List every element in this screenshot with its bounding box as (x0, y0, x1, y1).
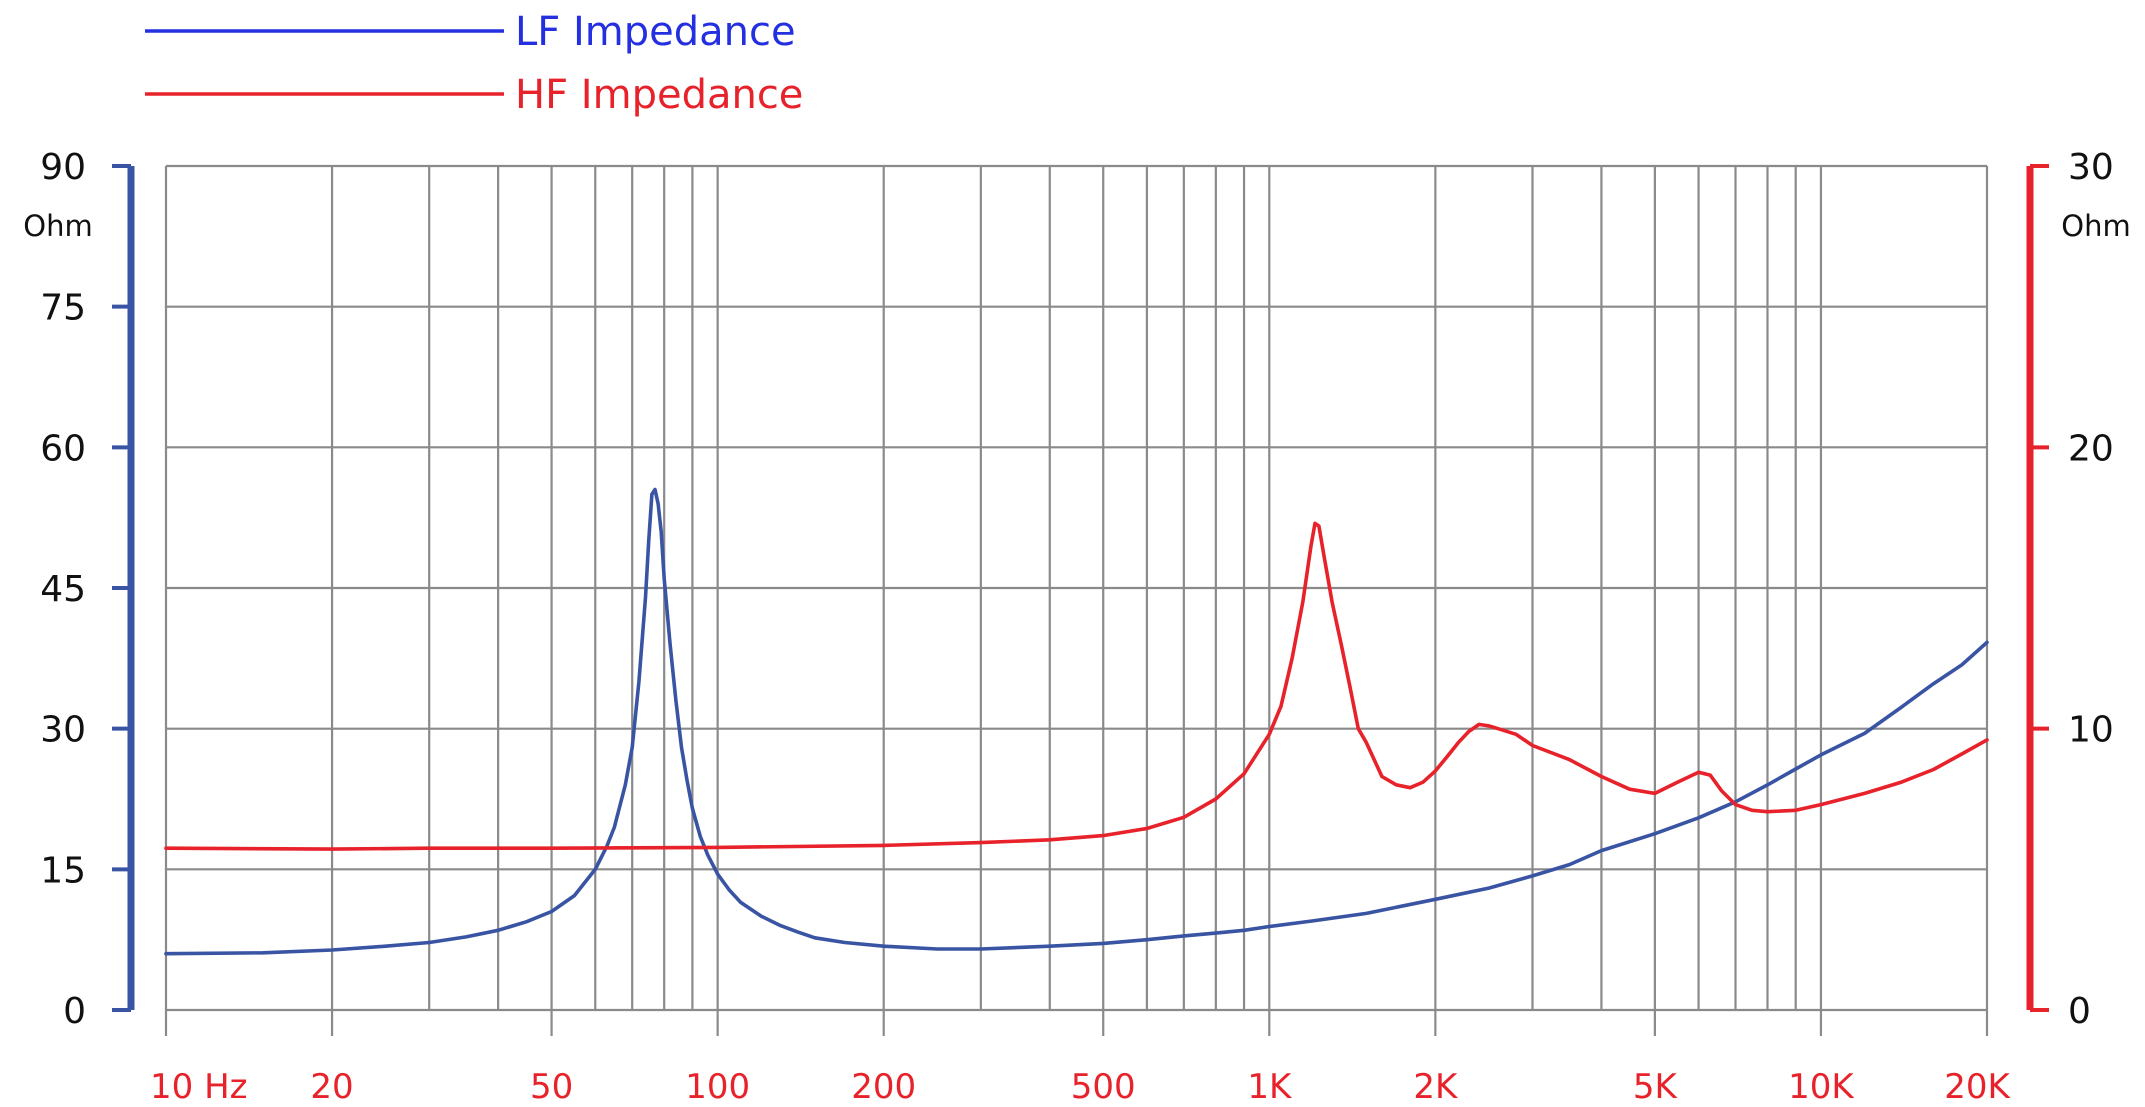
left-axis-tick-label: 15 (40, 850, 86, 891)
legend-label: HF Impedance (515, 72, 803, 118)
left-axis-tick-label: 90 (40, 147, 86, 188)
axes: 0 15 30 45 60 75 90 Ohm 0 10 20 30 Ohm 10 Hz 20 50 100 20… (23, 147, 2130, 1107)
x-axis-tick-label: 2K (1413, 1067, 1459, 1107)
left-axis-tick-label: 60 (40, 428, 86, 469)
lf-impedance-line (164, 487, 1989, 956)
hf-impedance-line (164, 521, 1989, 851)
left-axis-tick-label: 30 (40, 710, 86, 751)
x-axis-tick-label: 20 (310, 1067, 353, 1107)
x-axis-tick-label: 100 (685, 1067, 750, 1107)
x-axis-tick-label: 20K (1944, 1067, 2011, 1107)
x-axis-tick-label: 10K (1788, 1067, 1855, 1107)
left-axis-tick-label: 45 (40, 569, 86, 610)
grid (164, 164, 1989, 1012)
x-axis-tick-label: 200 (851, 1067, 916, 1107)
left-axis-tick-label: 75 (40, 288, 86, 329)
right-axis-unit: Ohm (2061, 209, 2130, 243)
legend: LF Impedance HF Impedance (145, 9, 803, 118)
series-layer (164, 487, 1989, 956)
x-axis-tick-label: 5K (1633, 1067, 1679, 1107)
x-axis-tick-label: 10 Hz (150, 1067, 247, 1107)
left-axis-unit: Ohm (23, 209, 92, 243)
right-axis-tick-label: 0 (2068, 991, 2091, 1032)
legend-label: LF Impedance (515, 9, 796, 55)
x-axis-tick-label: 1K (1247, 1067, 1293, 1107)
right-axis-tick-label: 10 (2068, 710, 2114, 751)
right-axis-tick-label: 20 (2068, 428, 2114, 469)
left-axis-tick-label: 0 (63, 991, 86, 1032)
x-axis-tick-label: 50 (530, 1067, 573, 1107)
right-axis-tick-label: 30 (2068, 147, 2114, 188)
x-axis-tick-label: 500 (1071, 1067, 1136, 1107)
